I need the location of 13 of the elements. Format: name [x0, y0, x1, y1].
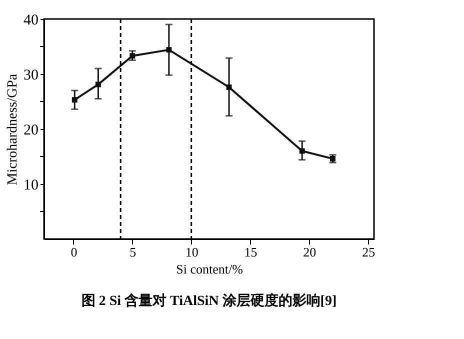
x-tick-label: 5: [130, 244, 136, 260]
x-tick-label: 20: [303, 244, 316, 260]
y-axis-title: Microhardness/GPa: [6, 73, 20, 186]
x-tick-label: 10: [185, 244, 198, 260]
y-tick-label: 30: [24, 68, 38, 84]
x-axis-title: Si content/%: [176, 262, 244, 276]
y-tick-label: 20: [24, 122, 38, 138]
x-tick-label: 15: [244, 244, 258, 260]
x-tick-label: 25: [362, 244, 376, 260]
y-tick-label: 10: [24, 178, 38, 194]
y-tick-label: 40: [24, 12, 38, 28]
x-tick-label: 0: [70, 244, 78, 260]
text: 图 2 Si 含量对 TiAlSiN 涂层硬度的影响[9]: [81, 292, 337, 309]
